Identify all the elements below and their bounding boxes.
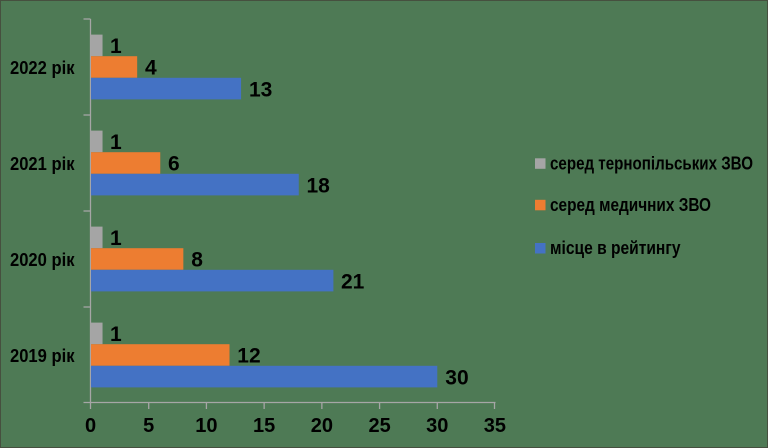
svg-text:30: 30 xyxy=(426,415,448,437)
svg-text:6: 6 xyxy=(168,153,180,176)
svg-text:1: 1 xyxy=(110,35,122,58)
svg-text:1: 1 xyxy=(110,227,122,250)
svg-text:8: 8 xyxy=(191,249,203,272)
svg-text:20: 20 xyxy=(311,415,333,437)
svg-text:35: 35 xyxy=(484,415,506,437)
svg-text:21: 21 xyxy=(341,270,365,293)
svg-text:2019 рік: 2019 рік xyxy=(10,346,75,366)
svg-text:10: 10 xyxy=(195,415,217,437)
svg-text:місце в рейтингу: місце в рейтингу xyxy=(550,238,681,258)
svg-text:1: 1 xyxy=(110,131,122,154)
svg-text:2022 рік: 2022 рік xyxy=(10,58,75,78)
svg-text:18: 18 xyxy=(307,174,331,197)
svg-text:4: 4 xyxy=(145,57,157,80)
svg-text:25: 25 xyxy=(368,415,390,437)
svg-text:1: 1 xyxy=(110,323,122,346)
svg-text:2021 рік: 2021 рік xyxy=(10,154,75,174)
svg-text:серед медичних ЗВО: серед медичних ЗВО xyxy=(550,195,711,215)
svg-text:2020 рік: 2020 рік xyxy=(10,250,75,270)
svg-text:5: 5 xyxy=(143,415,154,437)
svg-text:13: 13 xyxy=(249,78,272,101)
svg-text:12: 12 xyxy=(237,345,260,368)
svg-text:0: 0 xyxy=(85,415,96,437)
svg-text:15: 15 xyxy=(253,415,275,437)
svg-text:серед тернопільських ЗВО: серед тернопільських ЗВО xyxy=(550,154,753,174)
svg-text:30: 30 xyxy=(445,366,468,389)
